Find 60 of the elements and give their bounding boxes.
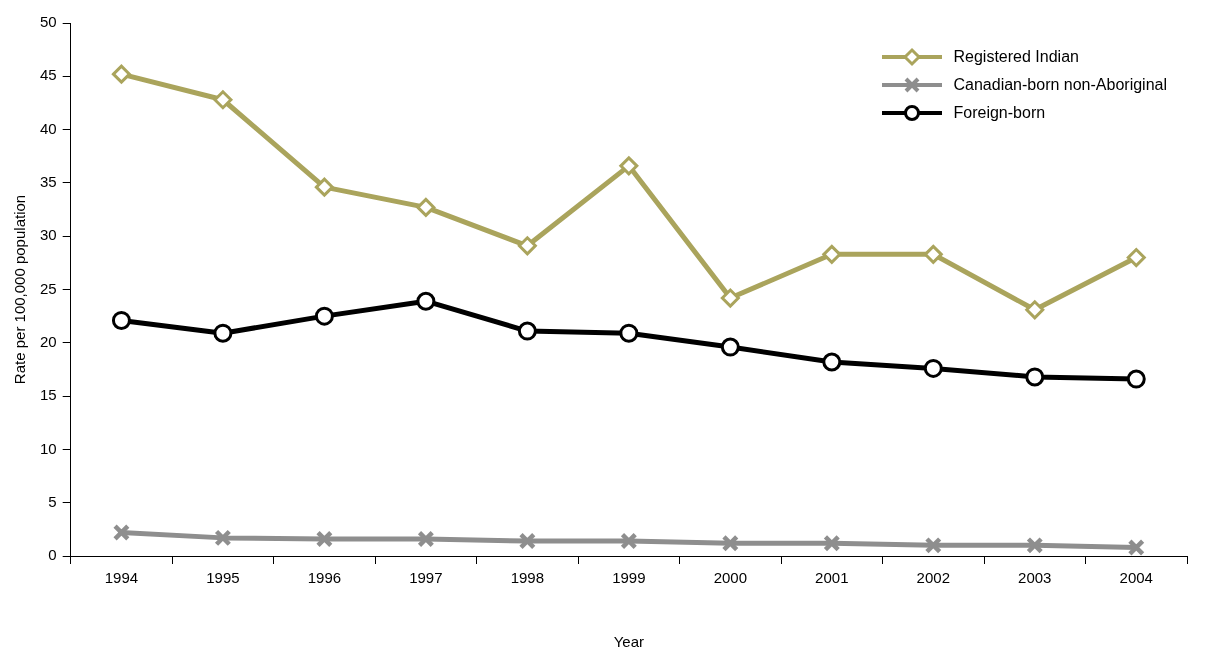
y-tick-label: 5 [48, 492, 57, 510]
point [314, 177, 334, 197]
point [720, 288, 740, 308]
point [111, 64, 131, 84]
point [314, 306, 334, 326]
point [517, 321, 537, 341]
y-tick-label: 10 [40, 439, 57, 457]
x-tick-label: 2004 [1119, 569, 1153, 587]
x-axis-title: Year [613, 633, 644, 651]
point [1126, 369, 1146, 389]
point [721, 534, 739, 552]
point [1026, 536, 1044, 554]
x-tick-label: 2002 [916, 569, 950, 587]
x-tick-label: 2003 [1018, 569, 1052, 587]
y-tick-label: 25 [40, 279, 57, 297]
point [923, 358, 943, 378]
point [619, 156, 639, 176]
y-tick-label: 15 [40, 386, 57, 404]
x-tick-label: 2001 [815, 569, 849, 587]
x-tick-label: 2000 [713, 569, 748, 587]
y-tick-label: 0 [48, 546, 57, 564]
point [822, 352, 842, 372]
legend-label: Registered Indian [953, 47, 1079, 67]
point [1025, 367, 1045, 387]
x-tick-label: 1996 [307, 569, 342, 587]
x-tick-label: 1995 [206, 569, 240, 587]
point [924, 536, 942, 554]
y-tick-label: 30 [40, 226, 57, 244]
point [112, 523, 131, 542]
x-tick-label: 1994 [104, 569, 139, 587]
point [1025, 300, 1045, 320]
point [822, 244, 842, 264]
x-tick-label: 1997 [409, 569, 443, 587]
point [518, 532, 536, 550]
point [620, 532, 638, 550]
point [720, 337, 740, 357]
point [823, 534, 841, 552]
point [213, 323, 233, 343]
y-tick-label: 40 [40, 119, 57, 137]
point [517, 236, 537, 256]
legend-label: Canadian-born non-Aboriginal [953, 75, 1167, 95]
point [111, 310, 131, 330]
y-tick-label: 45 [40, 66, 57, 84]
point [315, 530, 334, 548]
point [923, 244, 943, 264]
y-tick-label: 35 [40, 173, 57, 191]
point [619, 323, 639, 343]
point [416, 197, 436, 217]
y-tick-label: 50 [40, 13, 57, 31]
x-tick-label: 1998 [510, 569, 545, 587]
point [417, 530, 435, 548]
y-axis-title: Rate per 100,000 population [11, 194, 29, 385]
point [213, 90, 233, 110]
legend-label: Foreign-born [953, 103, 1046, 123]
point [1126, 248, 1146, 268]
y-tick-label: 20 [40, 332, 57, 350]
point [416, 291, 436, 311]
point [214, 529, 232, 547]
point [1127, 538, 1145, 556]
x-tick-label: 1999 [612, 569, 646, 587]
